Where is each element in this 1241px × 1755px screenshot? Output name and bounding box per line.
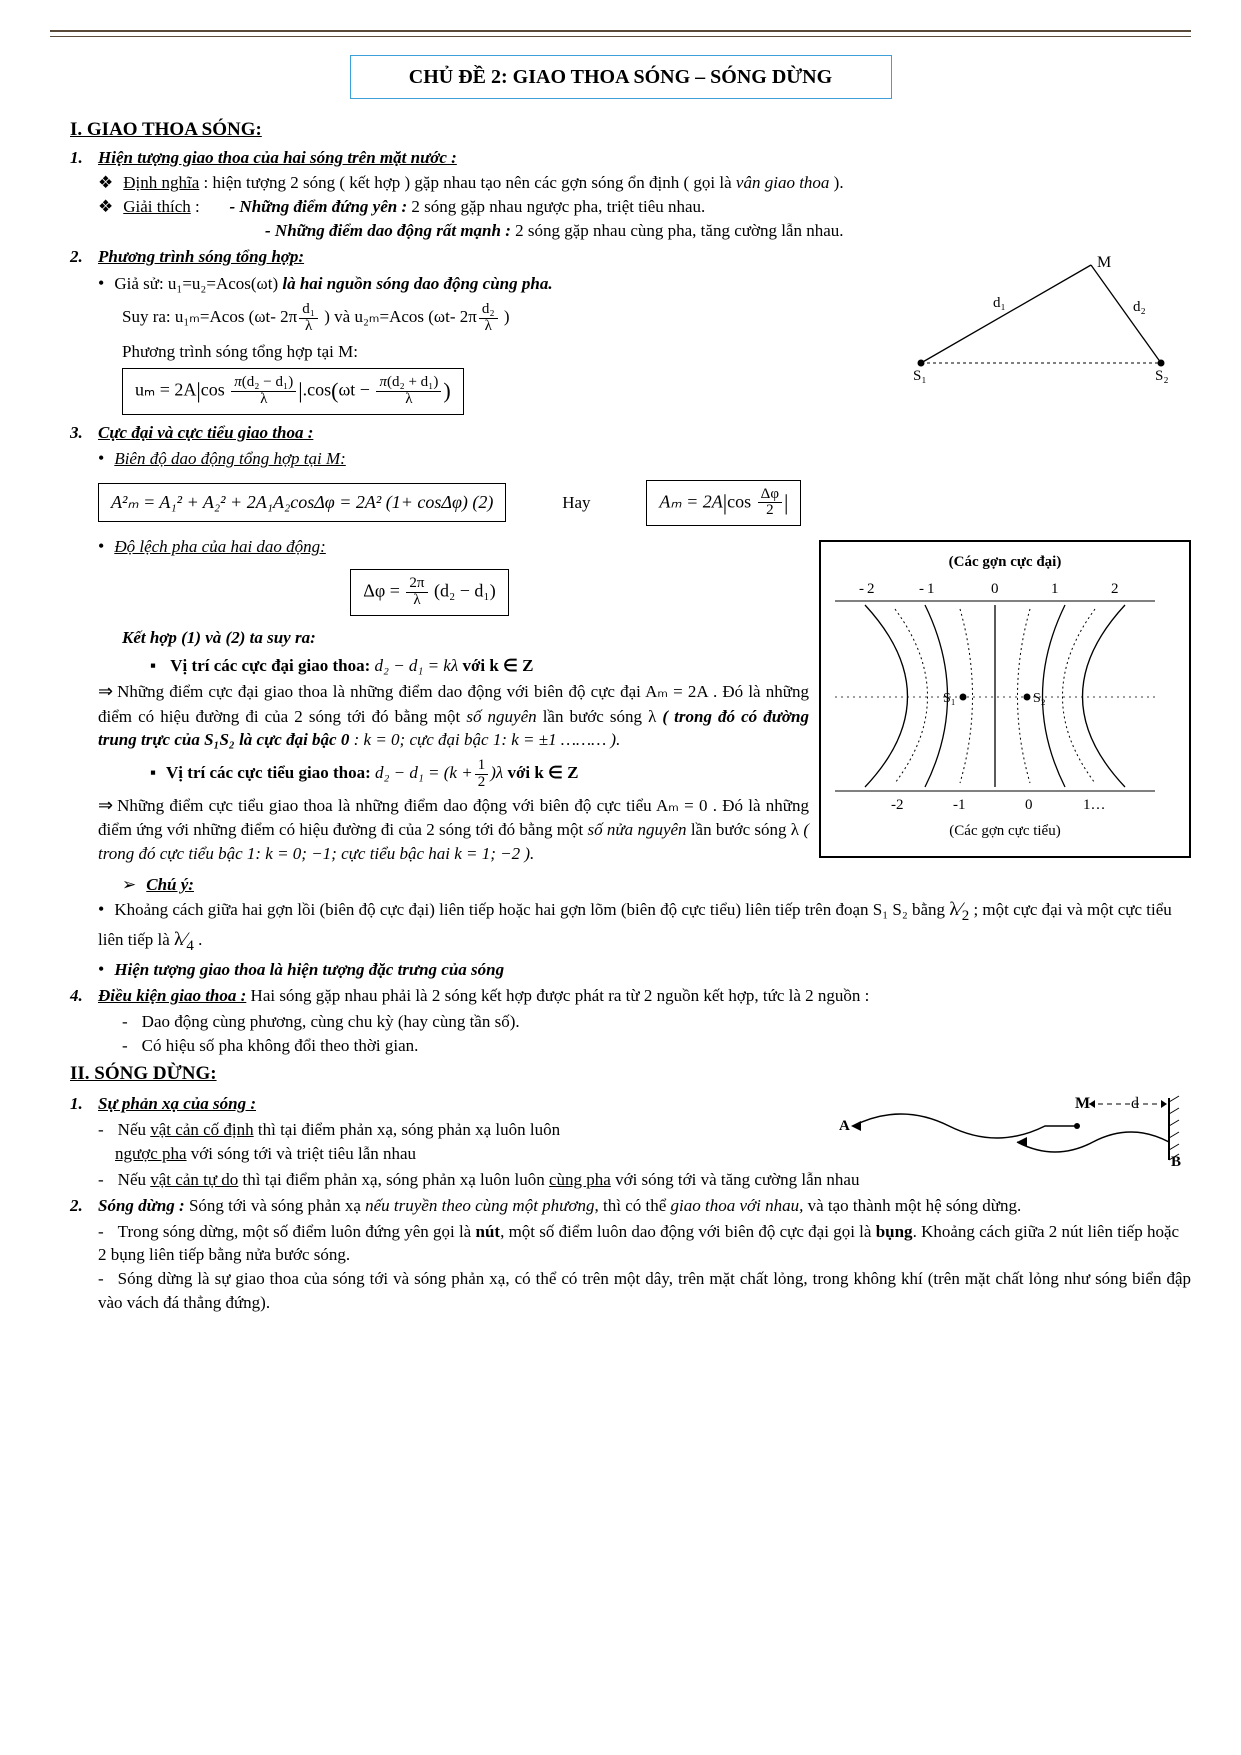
svg-text:d₁: d₁: [993, 295, 1006, 311]
svg-text:1: 1: [1051, 581, 1059, 597]
max-pos: Vị trí các cực tiểu giao thoa: Vị trí cá…: [150, 654, 809, 678]
svg-text:A: A: [839, 1118, 850, 1134]
assume: Giả sử: u₁=u₂=Acos(ωt) là hai nguồn sóng…: [98, 271, 911, 296]
definition: Định nghĩa : hiện tượng 2 sóng ( kết hợp…: [98, 171, 1191, 195]
standing-2: Sóng dừng là sự giao thoa của sóng tới v…: [98, 1267, 1191, 1315]
diagram-triangle: M d₁ d₂ S₁ S₂: [911, 243, 1191, 383]
phase-diff-label: Độ lệch pha của hai dao động:: [98, 534, 809, 559]
formula-box-2: A²ₘ = A₁² + A₂² + 2A₁A₂cosΔφ = 2A² (1+ c…: [98, 479, 506, 526]
combine-label: Kết hợp (1) và (2) ta suy ra:: [122, 626, 809, 650]
page-title: CHỦ ĐỀ 2: GIAO THOA SÓNG – SÓNG DỪNG: [350, 55, 892, 99]
formula-box-4: Δφ = 2πλ (d₂ − d₁): [50, 565, 809, 620]
svg-text:S₁: S₁: [943, 691, 956, 706]
svg-text:- 2: - 2: [859, 581, 875, 597]
item-2-1: 1. Sự phản xạ của sóng :: [70, 1092, 831, 1116]
svg-text:M: M: [1097, 254, 1111, 271]
svg-text:- 1: - 1: [919, 581, 935, 597]
standing-1: Trong sóng dừng, một số điểm luôn đứng y…: [98, 1220, 1191, 1268]
svg-text:d₂: d₂: [1133, 299, 1146, 315]
item-2-2: 2. Sóng dừng : Sóng tới và sóng phản xạ …: [70, 1194, 1191, 1218]
svg-text:1…: 1…: [1083, 797, 1106, 813]
svg-text:S₁: S₁: [913, 368, 927, 383]
item-1-4: 4. Điều kiện giao thoa : Hai sóng gặp nh…: [70, 984, 1191, 1008]
max-para: Những điểm cực đại giao thoa là những đi…: [98, 679, 809, 752]
cond-a: Dao động cùng phương, cùng chu kỳ (hay c…: [122, 1010, 1191, 1034]
min-pos: Vị trí các cực tiểu giao thoa: d₂ − d₁ =…: [150, 758, 809, 791]
item-1-3: 3. Cực đại và cực tiểu giao thoa :: [70, 421, 1191, 445]
svg-text:0: 0: [1025, 797, 1033, 813]
svg-text:0: 0: [991, 581, 999, 597]
svg-text:-1: -1: [953, 797, 966, 813]
cond-b: Có hiệu số pha không đổi theo thời gian.: [122, 1034, 1191, 1058]
diagram-interference: (Các gợn cực đại) - 2 - 1 0 1 2 S₁: [819, 540, 1191, 858]
item-1-2: 2. Phương trình sóng tổng hợp:: [70, 245, 911, 269]
note-1: Khoảng cách giữa hai gợn lồi (biên độ cự…: [98, 897, 1191, 957]
svg-text:-2: -2: [891, 797, 904, 813]
section-2-head: II. SÓNG DỪNG:: [70, 1061, 1191, 1088]
reflect-free: Nếu vật cản tự do thì tại điểm phản xạ, …: [98, 1168, 1191, 1192]
svg-text:B: B: [1171, 1154, 1181, 1168]
min-para: Những điểm cực tiểu giao thoa là những đ…: [98, 793, 809, 866]
explain-a: Giải thích : - Những điểm đứng yên : 2 s…: [98, 195, 1191, 219]
svg-text:M: M: [1075, 1095, 1090, 1112]
diagram-reflection: M d A B: [831, 1090, 1191, 1168]
explain-b: - Những điểm dao động rất mạnh : 2 sóng …: [265, 219, 1191, 243]
svg-text:S₂: S₂: [1033, 691, 1046, 706]
amplitude-label: Biên độ dao động tổng hợp tại M:: [98, 446, 1191, 471]
eq-label: Phương trình sóng tổng hợp tại M:: [122, 340, 911, 364]
derive: Suy ra: u₁ₘ=Acos (ωt- 2πd₁λ ) và u₂ₘ=Aco…: [122, 302, 911, 335]
formula-box-1: uₘ = 2A|cos π(d₂ − d₁)λ|.cos(ωt − π(d₂ +…: [122, 364, 911, 419]
item-1-1: 1. Hiện tượng giao thoa của hai sóng trê…: [70, 146, 1191, 170]
note-2: Hiện tượng giao thoa là hiện tượng đặc t…: [98, 957, 1191, 982]
hay-label: Hay: [506, 491, 646, 515]
reflect-fixed: Nếu vật cản cố định thì tại điểm phản xạ…: [98, 1118, 831, 1166]
formula-box-3: Aₘ = 2A|cos Δφ2|: [646, 476, 801, 531]
svg-text:2: 2: [1111, 581, 1119, 597]
svg-text:S₂: S₂: [1155, 368, 1169, 383]
note-head: Chú ý:: [122, 873, 1191, 897]
section-1-head: I. GIAO THOA SÓNG:: [70, 117, 1191, 144]
